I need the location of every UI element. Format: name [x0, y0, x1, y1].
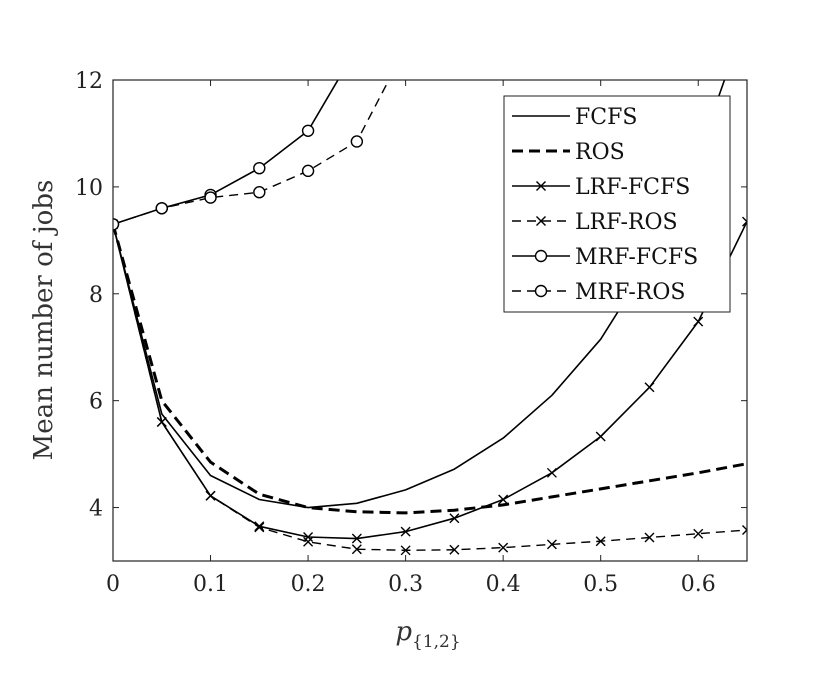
data-point [742, 216, 747, 227]
legend: FCFS ROS LRF-FCFS LRF-ROS MRF-FCFS MRF-ROS [503, 95, 731, 313]
data-point [546, 467, 557, 478]
legend-box [503, 95, 731, 313]
data-point [301, 124, 315, 137]
legend-marker [534, 249, 548, 263]
axis-labels: p{1,2} Mean number of jobs [29, 180, 461, 652]
legend-item: LRF-FCFS [512, 175, 690, 200]
data-point [351, 544, 362, 555]
legend-marker [536, 216, 546, 226]
data-point [350, 135, 364, 148]
data-point [449, 544, 460, 555]
legend-item: FCFS [512, 105, 637, 130]
x-tick-label: 0.1 [193, 572, 228, 597]
legend-item: MRF-ROS [512, 280, 685, 305]
legend-label: MRF-FCFS [575, 245, 698, 270]
series-line-lrf-ros [113, 224, 747, 551]
x-tick-label: 0.5 [583, 572, 618, 597]
data-point [351, 533, 362, 544]
data-point [498, 494, 509, 505]
data-point [156, 417, 167, 428]
x-axis-label-main: p [395, 617, 412, 647]
legend-item: LRF-ROS [512, 210, 678, 235]
data-point [693, 528, 704, 539]
data-point [254, 522, 265, 533]
data-point [301, 164, 315, 178]
x-tick-label: 0 [106, 572, 120, 597]
data-point [644, 532, 655, 543]
legend-item: ROS [512, 140, 625, 165]
data-point [400, 526, 411, 537]
data-point [693, 316, 704, 327]
x-tick-label: 0.4 [486, 572, 521, 597]
legend-label: LRF-ROS [575, 210, 678, 235]
series-ros [113, 223, 747, 515]
data-point [155, 202, 168, 215]
x-axis-label: p{1,2} [395, 617, 460, 652]
data-point [449, 513, 460, 524]
series-lrf-ros [113, 219, 747, 556]
data-point [303, 536, 314, 547]
legend-label: FCFS [575, 105, 637, 130]
legend-marker [536, 181, 546, 191]
data-point [113, 218, 120, 231]
legend-marker [534, 284, 548, 298]
series-layer [113, 80, 747, 556]
axes: 0 0.1 0.2 0.3 0.4 0.5 0.6 4 6 8 10 12 [75, 69, 748, 597]
data-point [253, 161, 266, 175]
y-axis-label: Mean number of jobs [29, 180, 59, 461]
data-point [595, 431, 606, 442]
y-tick-label: 10 [75, 176, 103, 201]
x-tick-label: 0.6 [681, 572, 716, 597]
series-line-ros [113, 223, 747, 515]
data-point [644, 382, 655, 393]
legend-item: MRF-FCFS [512, 245, 698, 270]
data-point [254, 521, 265, 532]
data-point [204, 191, 217, 204]
series-mrf-ros [113, 80, 390, 231]
x-tick-label: 0.2 [291, 572, 326, 597]
data-point [595, 536, 606, 547]
x-axis-label-subscript: {1,2} [412, 632, 461, 652]
data-point [205, 490, 216, 501]
data-point [303, 531, 314, 542]
y-tick-label: 4 [89, 497, 103, 522]
data-point [742, 525, 747, 535]
y-tick-label: 12 [75, 69, 103, 94]
legend-label: LRF-FCFS [575, 175, 690, 200]
data-point [400, 545, 411, 556]
x-tick-label: 0.3 [388, 572, 423, 597]
data-point [253, 186, 266, 199]
axes-box [112, 79, 748, 562]
y-tick-label: 8 [89, 283, 103, 308]
legend-label: MRF-ROS [575, 280, 685, 305]
legend-label: ROS [575, 140, 625, 165]
data-point [498, 542, 509, 553]
y-tick-label: 6 [89, 390, 103, 415]
data-point [546, 539, 557, 550]
series-line-mrf-fcfs [113, 80, 339, 226]
